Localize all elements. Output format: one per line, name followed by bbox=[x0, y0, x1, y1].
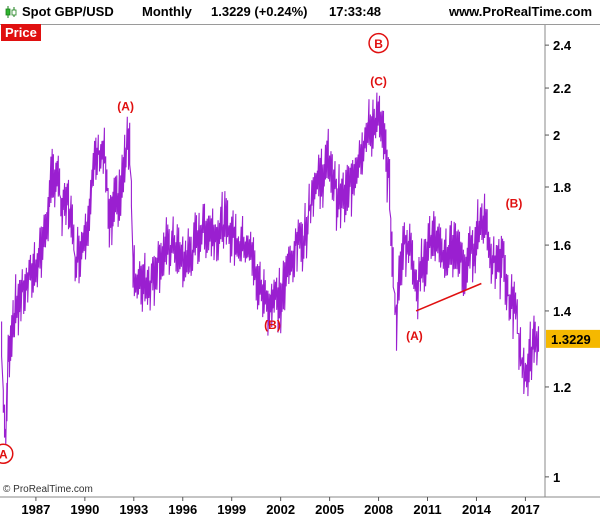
y-tick-label: 1.8 bbox=[553, 180, 571, 195]
timestamp: 17:33:48 bbox=[329, 4, 382, 19]
wave-label: (A) bbox=[406, 329, 423, 343]
wave-label: (B) bbox=[264, 318, 281, 332]
y-tick-label: 1.4 bbox=[553, 304, 572, 319]
x-tick-label: 1990 bbox=[70, 502, 99, 517]
y-tick-label: 1.6 bbox=[553, 238, 571, 253]
price-change: 1.3229 (+0.24%) bbox=[211, 4, 308, 19]
wave-circle-marker bbox=[368, 32, 389, 54]
x-tick-label: 1993 bbox=[119, 502, 148, 517]
x-tick-label: 2014 bbox=[462, 502, 492, 517]
wave-label-circled: B bbox=[374, 37, 383, 51]
wave-label-circled: A bbox=[0, 448, 8, 462]
y-tick-label: 2 bbox=[553, 128, 560, 143]
copyright-label: © ProRealTime.com bbox=[3, 484, 93, 495]
x-tick-label: 2002 bbox=[266, 502, 295, 517]
y-tick-label: 1.2 bbox=[553, 380, 571, 395]
x-tick-label: 2008 bbox=[364, 502, 393, 517]
x-tick-label: 1996 bbox=[168, 502, 197, 517]
x-tick-label: 2011 bbox=[413, 502, 441, 517]
x-tick-label: 2005 bbox=[315, 502, 344, 517]
chart-header: Spot GBP/USD Monthly 1.3229 (+0.24%) 17:… bbox=[0, 0, 600, 25]
y-tick-label: 2.4 bbox=[553, 38, 572, 53]
trendline[interactable] bbox=[415, 282, 482, 312]
site-url[interactable]: www.ProRealTime.com bbox=[448, 4, 592, 19]
y-tick-label: 1 bbox=[553, 470, 560, 485]
wave-label: (B) bbox=[506, 197, 523, 211]
wave-circle-marker bbox=[0, 443, 14, 464]
last-price-tag bbox=[546, 329, 600, 348]
wave-label: (C) bbox=[370, 74, 387, 88]
x-tick-label: 1999 bbox=[217, 502, 246, 517]
x-tick-label: 2017 bbox=[511, 502, 540, 517]
candlestick-icon bbox=[5, 6, 17, 18]
x-tick-label: 1987 bbox=[21, 502, 50, 517]
instrument-title: Spot GBP/USD bbox=[22, 4, 114, 19]
price-panel-label[interactable]: Price bbox=[1, 24, 41, 41]
y-tick-label: 2.2 bbox=[553, 81, 571, 96]
price-series-line[interactable] bbox=[1, 92, 540, 450]
wave-label: (A) bbox=[117, 99, 134, 113]
last-price-label: 1.3229 bbox=[551, 332, 591, 347]
period-label[interactable]: Monthly bbox=[142, 4, 192, 19]
